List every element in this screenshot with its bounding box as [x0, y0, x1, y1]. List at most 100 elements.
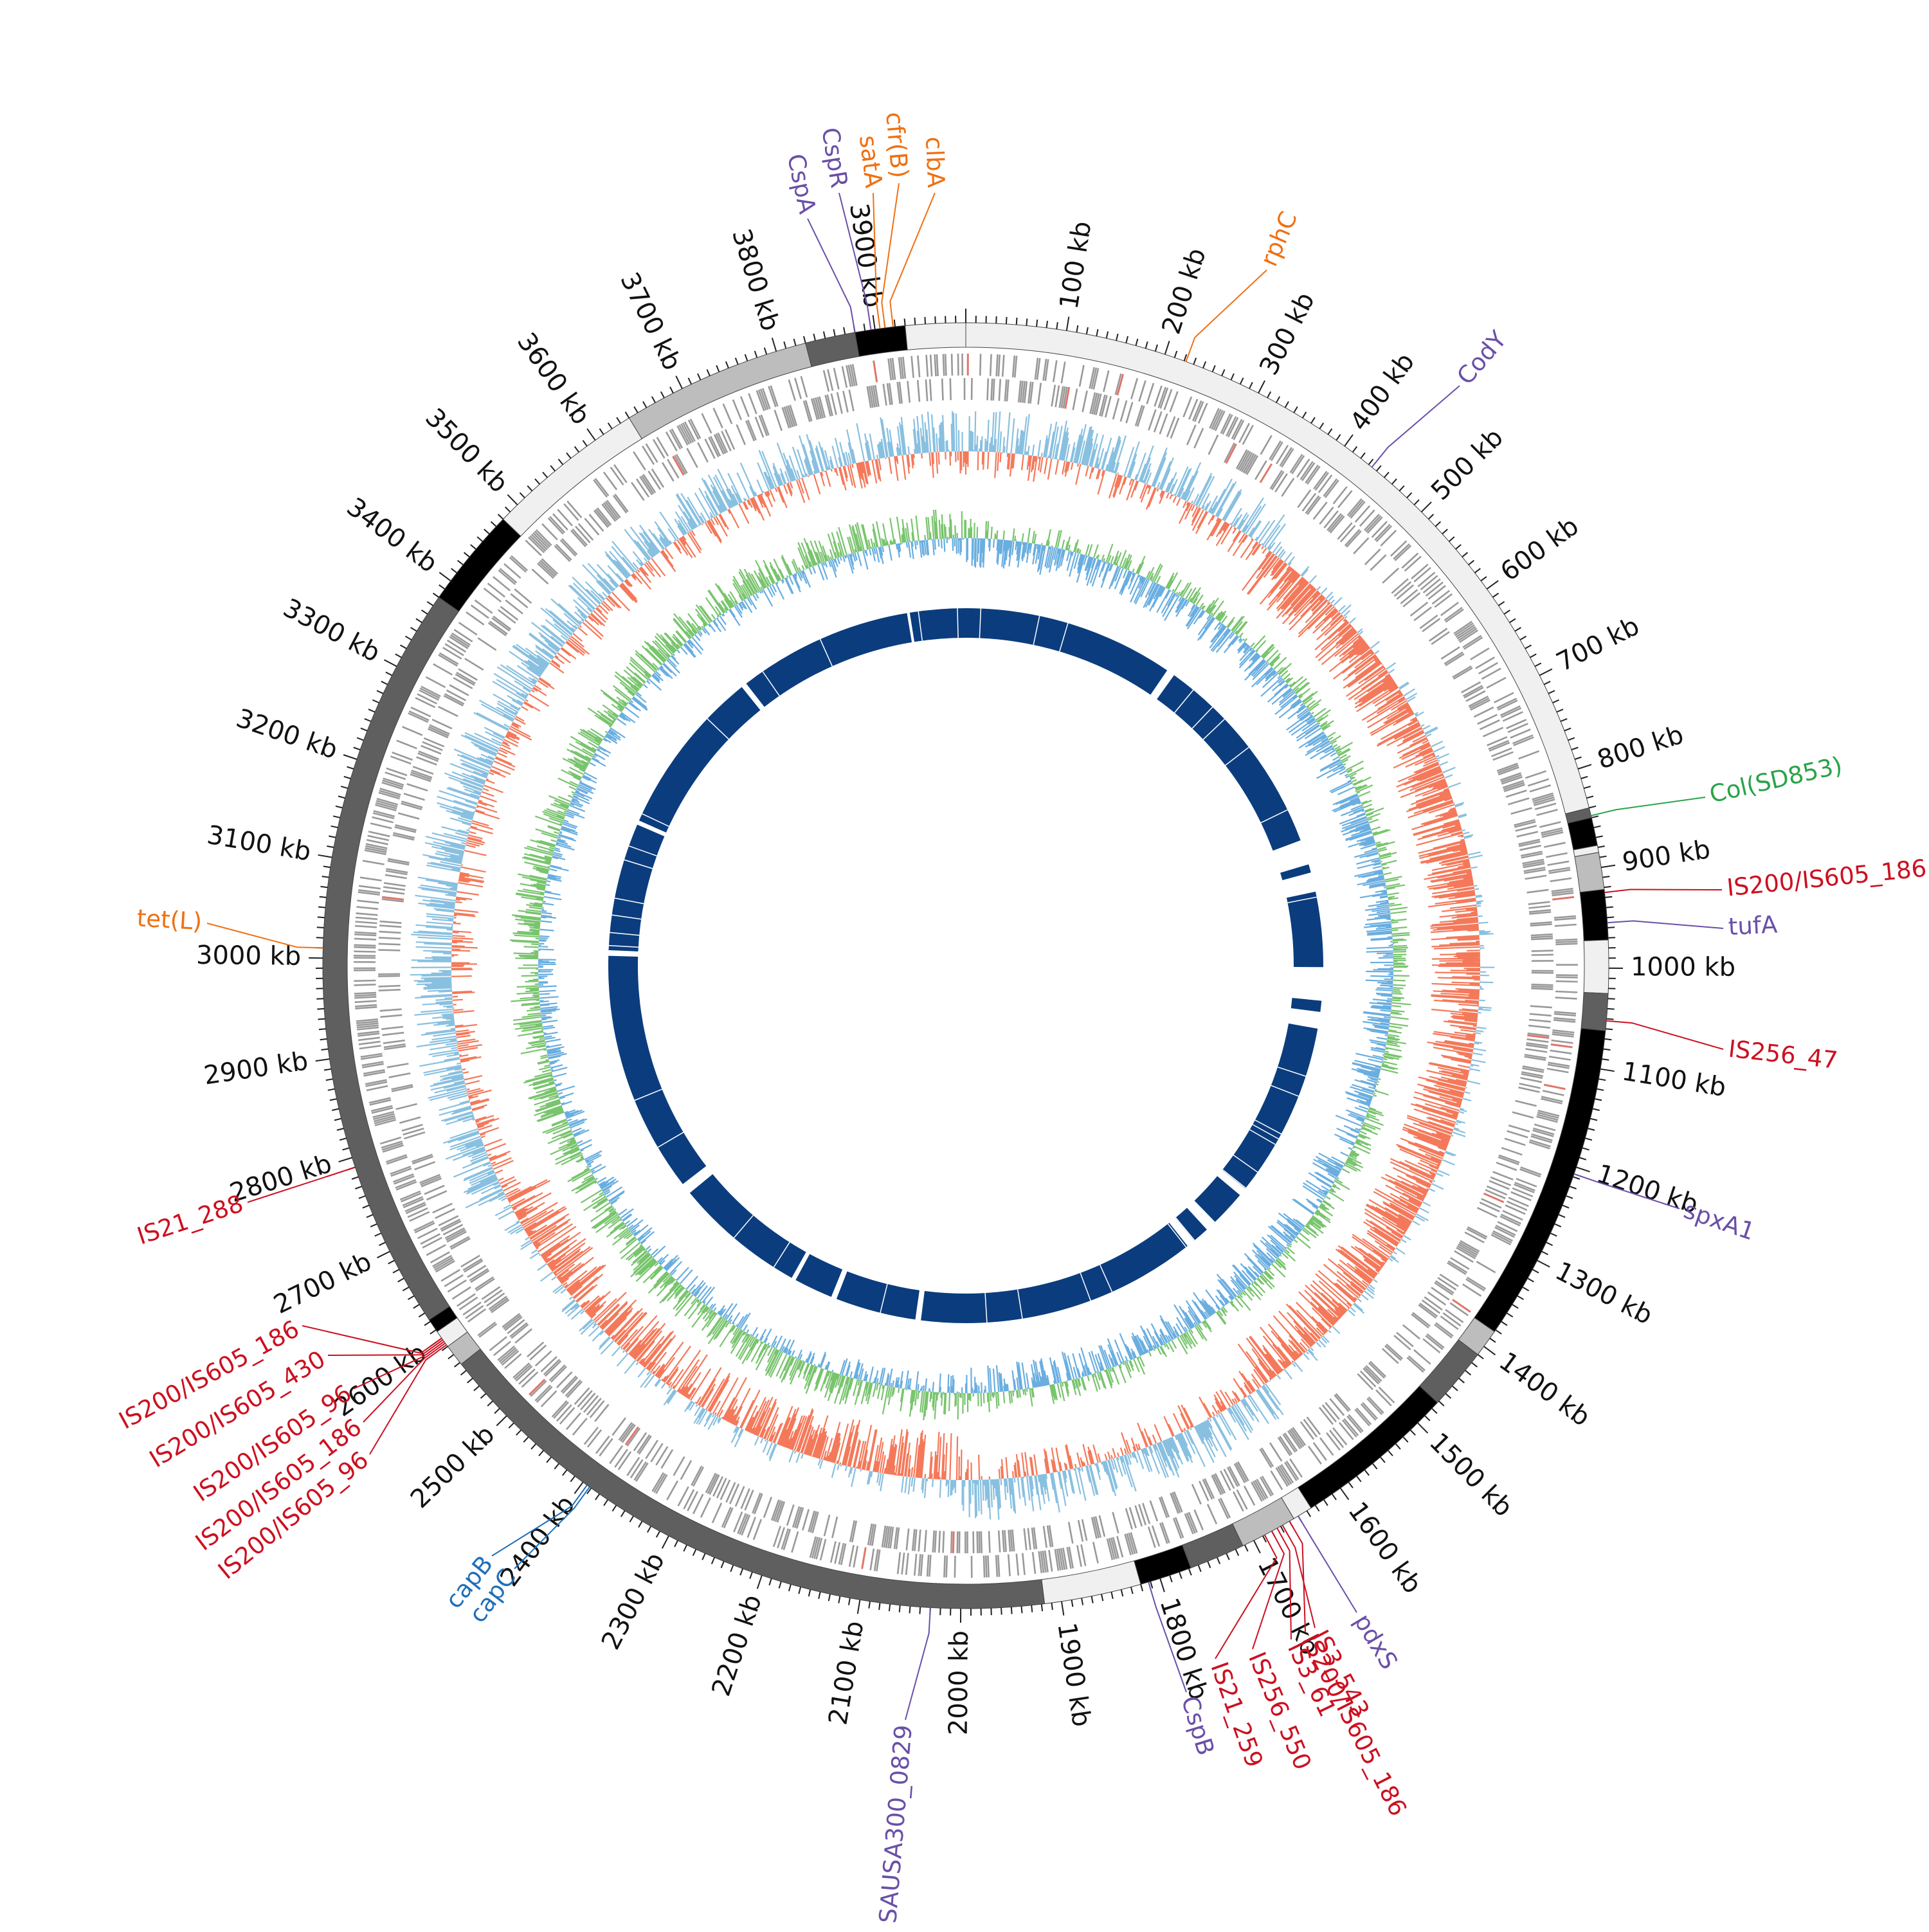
- gene-marks: [353, 353, 1578, 1578]
- tick-label: 1800 kb: [1154, 1594, 1213, 1703]
- contig-segment: [438, 518, 521, 612]
- feature-label: IS256_47: [1727, 1035, 1839, 1074]
- feature-leader-line: [1604, 889, 1723, 894]
- tick-ring: [309, 309, 1624, 1623]
- tick-label: 3800 kb: [726, 226, 785, 334]
- blast-segment: [1222, 1023, 1318, 1189]
- feature-leader-line: [1252, 1531, 1285, 1650]
- tick-marks: [309, 309, 1624, 1623]
- feature-leader-line: [363, 1342, 446, 1423]
- feature-leader-line: [369, 1344, 447, 1455]
- feature-label: satA: [854, 134, 887, 189]
- contig-segment: [1567, 817, 1598, 851]
- feature-leader-line: [838, 192, 872, 330]
- feature-label: spxA1: [1680, 1196, 1758, 1245]
- feature-label: IS200/IS605_186: [1726, 854, 1928, 902]
- tick-label: 3900 kb: [844, 201, 888, 309]
- contig-segment: [905, 322, 966, 350]
- tick-label: 2100 kb: [823, 1619, 869, 1727]
- feature-label: clbA: [920, 136, 950, 188]
- feature-label: tufA: [1728, 910, 1778, 941]
- feature-leader-line: [1607, 920, 1724, 929]
- feature-leader-line: [1371, 385, 1460, 468]
- gene-marks-highlight: [382, 353, 1575, 1569]
- feature-label: tet(L): [136, 904, 203, 935]
- feature-leader-line: [1298, 1515, 1357, 1613]
- feature-leader-line: [353, 1341, 445, 1389]
- contig-segment: [1579, 889, 1609, 941]
- feature-leader-line: [1215, 1534, 1278, 1659]
- genes-ring: [353, 353, 1578, 1578]
- gc-content-positive: [410, 411, 1495, 1520]
- blast-segment: [638, 687, 761, 833]
- contig-ring: [322, 322, 1609, 1609]
- contig-segment: [1574, 852, 1605, 893]
- tick-label: 3300 kb: [278, 593, 385, 669]
- feature-leader-line: [247, 1166, 356, 1203]
- tick-label: 900 kb: [1620, 835, 1712, 878]
- feature-label: pdxS: [1348, 1609, 1403, 1674]
- feature-leader-line: [491, 1485, 588, 1557]
- gc-skew-positive: [509, 509, 1411, 1421]
- tick-label: 1000 kb: [1631, 952, 1735, 982]
- tick-label: 2500 kb: [405, 1420, 501, 1514]
- feature-label: Col(SD853): [1707, 752, 1845, 809]
- tick-label: 200 kb: [1157, 244, 1212, 338]
- blast-segment: [921, 1222, 1188, 1323]
- tick-label: 1600 kb: [1342, 1497, 1427, 1599]
- blast-segment: [909, 608, 966, 642]
- blast-segment: [1280, 864, 1311, 881]
- feature-leader-line: [206, 923, 323, 949]
- feature-label: CspR: [816, 125, 853, 190]
- blast-segment: [795, 1254, 843, 1297]
- feature-leader-line: [1185, 269, 1267, 362]
- tick-label: 600 kb: [1495, 511, 1584, 587]
- blast-segment: [966, 608, 1168, 695]
- blast-segment: [608, 955, 707, 1184]
- blast-segment: [1291, 998, 1322, 1013]
- blast-segment: [608, 824, 665, 952]
- contig-segment: [855, 325, 908, 357]
- tick-label: 3000 kb: [196, 941, 302, 971]
- feature-leader-line: [1148, 1582, 1187, 1693]
- gc-skew-negative: [538, 537, 1394, 1394]
- contig-segment: [1419, 1339, 1479, 1404]
- tick-label: 3600 kb: [511, 327, 596, 430]
- feature-label: cfr(B): [880, 111, 914, 179]
- contig-segment: [805, 332, 860, 367]
- tick-label: 3200 kb: [233, 703, 341, 765]
- feature-label: CspB: [1176, 1693, 1220, 1758]
- feature-leader-line: [1591, 797, 1706, 817]
- gc-content-negative: [451, 451, 1481, 1481]
- feature-leader-line: [889, 192, 936, 327]
- blast-ring: [608, 608, 1323, 1323]
- blast-segment: [1286, 891, 1323, 968]
- feature-leader-line: [881, 183, 900, 329]
- feature-label: rphC: [1255, 208, 1303, 271]
- tick-label: 1900 kb: [1051, 1621, 1096, 1729]
- contig-segment: [1583, 939, 1609, 994]
- tick-label: 500 kb: [1426, 422, 1509, 506]
- blast-segment: [1194, 1176, 1240, 1222]
- feature-leader-line: [327, 1339, 444, 1356]
- tick-label: 3400 kb: [341, 492, 442, 578]
- gc-content-ring: [410, 411, 1495, 1520]
- tick-label: 2300 kb: [596, 1548, 671, 1654]
- contig-segment: [1580, 992, 1609, 1031]
- contig-segment: [1297, 1386, 1438, 1509]
- tick-label: 700 kb: [1552, 611, 1644, 678]
- tick-label: 2000 kb: [944, 1630, 974, 1735]
- feature-leader-line: [1276, 1528, 1292, 1640]
- tick-label: 2200 kb: [707, 1591, 768, 1700]
- feature-leader-line: [905, 1607, 931, 1720]
- tick-label: 1400 kb: [1494, 1346, 1596, 1432]
- feature-leader-line: [1606, 1020, 1724, 1050]
- contig-segment: [1231, 1497, 1294, 1546]
- tick-label: 3100 kb: [205, 820, 313, 867]
- tick-label: 800 kb: [1594, 720, 1687, 775]
- tick-label: 3500 kb: [419, 402, 514, 498]
- blast-segment: [836, 1271, 919, 1320]
- tick-label: 1100 kb: [1620, 1057, 1728, 1103]
